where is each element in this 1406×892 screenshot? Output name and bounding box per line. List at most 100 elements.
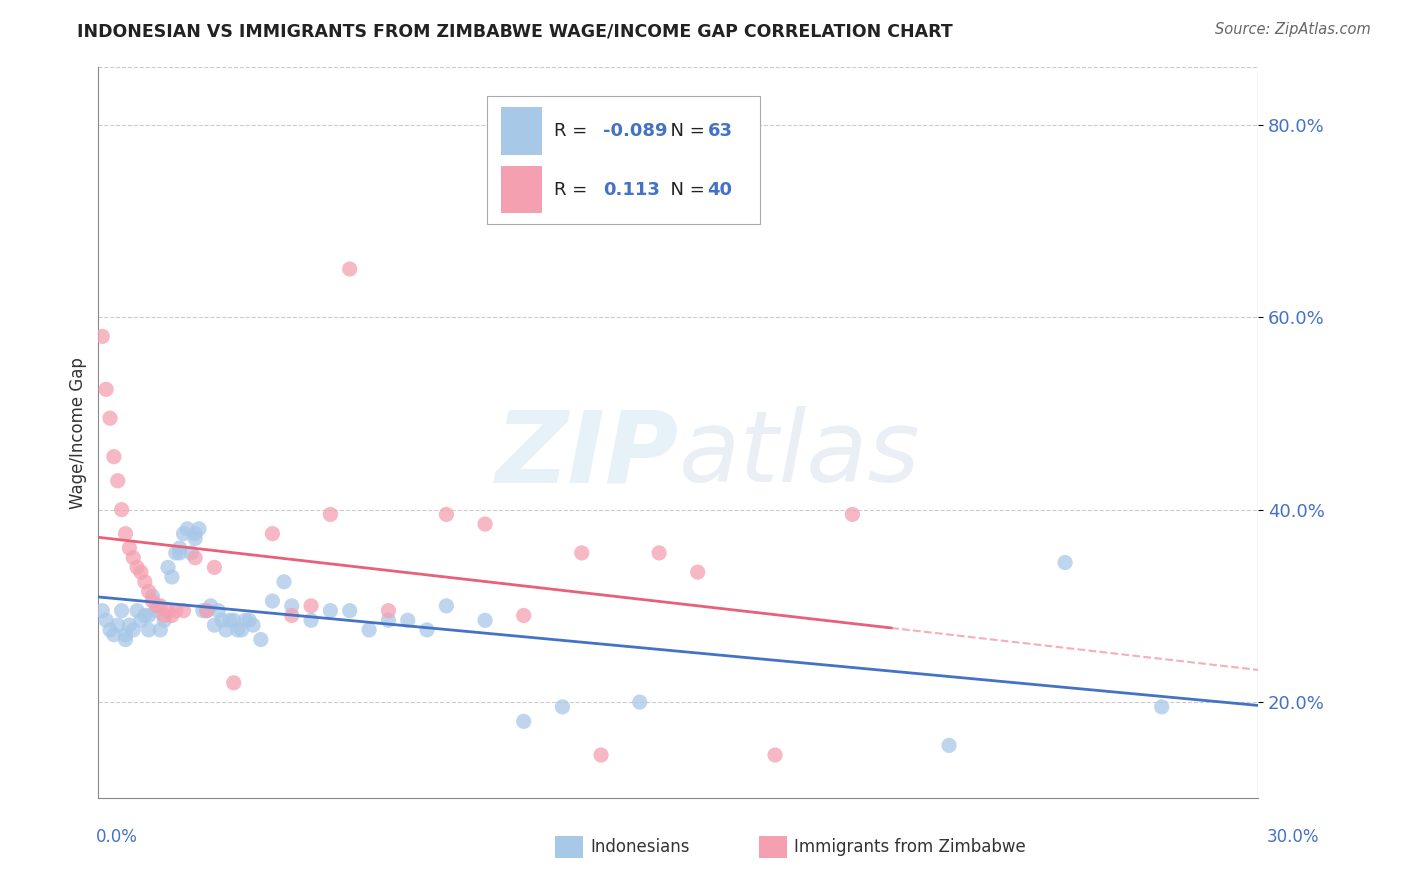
Point	[127, 560, 149, 574]
Point	[396, 613, 419, 627]
Text: INDONESIAN VS IMMIGRANTS FROM ZIMBABWE WAGE/INCOME GAP CORRELATION CHART: INDONESIAN VS IMMIGRANTS FROM ZIMBABWE W…	[77, 22, 953, 40]
Point	[474, 613, 496, 627]
Point	[107, 474, 129, 488]
Point	[359, 623, 381, 637]
Point	[250, 632, 273, 647]
Text: -0.089: -0.089	[603, 122, 668, 140]
Point	[91, 604, 114, 618]
Point	[138, 623, 160, 637]
Point	[114, 632, 136, 647]
Point	[219, 613, 242, 627]
Point	[149, 599, 172, 613]
Point	[172, 526, 194, 541]
Point	[571, 546, 593, 560]
Point	[127, 604, 149, 618]
Point	[191, 604, 214, 618]
Point	[238, 613, 260, 627]
Point	[377, 604, 399, 618]
Text: N =: N =	[658, 181, 710, 199]
Point	[436, 599, 458, 613]
Point	[98, 411, 121, 425]
Point	[184, 526, 207, 541]
Point	[103, 628, 125, 642]
Point	[138, 584, 160, 599]
Point	[551, 699, 574, 714]
Point	[273, 574, 295, 589]
Point	[339, 262, 361, 277]
Point	[129, 565, 152, 579]
Point	[1054, 556, 1077, 570]
Point	[107, 618, 129, 632]
Point	[160, 608, 183, 623]
Point	[122, 550, 145, 565]
Point	[96, 382, 118, 396]
Point	[226, 623, 249, 637]
Point	[1150, 699, 1173, 714]
Point	[98, 623, 121, 637]
Point	[436, 508, 458, 522]
Point	[160, 570, 183, 584]
Point	[129, 613, 152, 627]
Point	[938, 739, 960, 753]
Text: 0.0%: 0.0%	[96, 828, 138, 846]
Point	[153, 613, 176, 627]
Point	[141, 589, 165, 603]
Point	[165, 604, 187, 618]
Point	[145, 599, 167, 613]
Point	[153, 608, 176, 623]
Text: ZIP: ZIP	[495, 406, 678, 503]
Text: N =: N =	[658, 122, 710, 140]
Point	[172, 604, 194, 618]
Point	[157, 560, 180, 574]
Point	[231, 623, 253, 637]
Point	[165, 546, 187, 560]
Point	[134, 608, 156, 623]
Point	[513, 714, 536, 729]
Point	[211, 613, 233, 627]
Point	[184, 550, 207, 565]
Text: R =: R =	[554, 122, 593, 140]
Point	[207, 604, 229, 618]
Point	[204, 560, 226, 574]
Text: Immigrants from Zimbabwe: Immigrants from Zimbabwe	[794, 838, 1026, 856]
Point	[281, 599, 304, 613]
Point	[262, 594, 284, 608]
Point	[114, 526, 136, 541]
Point	[138, 608, 160, 623]
Point	[377, 613, 399, 627]
Bar	[501, 107, 541, 154]
Point	[235, 613, 257, 627]
Point	[686, 565, 709, 579]
Point	[513, 608, 536, 623]
Y-axis label: Wage/Income Gap: Wage/Income Gap	[69, 357, 87, 508]
Point	[111, 502, 132, 516]
Point	[91, 329, 114, 343]
Point	[103, 450, 125, 464]
Point	[222, 613, 245, 627]
Point	[281, 608, 304, 623]
Text: Indonesians: Indonesians	[591, 838, 690, 856]
Point	[134, 574, 156, 589]
Point	[111, 604, 132, 618]
Point	[200, 599, 222, 613]
Point	[176, 522, 198, 536]
Point	[299, 613, 322, 627]
Point	[319, 604, 342, 618]
Point	[157, 604, 180, 618]
Text: atlas: atlas	[678, 406, 920, 503]
Point	[222, 676, 245, 690]
Point	[169, 546, 191, 560]
Point	[474, 516, 496, 531]
Text: R =: R =	[554, 181, 593, 199]
Text: 0.113: 0.113	[603, 181, 659, 199]
Point	[591, 747, 613, 762]
Text: 63: 63	[707, 122, 733, 140]
Point	[118, 618, 141, 632]
Point	[149, 623, 172, 637]
Point	[195, 604, 218, 618]
Point	[339, 604, 361, 618]
Point	[628, 695, 651, 709]
Text: 30.0%: 30.0%	[1267, 828, 1319, 846]
Bar	[501, 166, 541, 213]
Point	[145, 604, 167, 618]
